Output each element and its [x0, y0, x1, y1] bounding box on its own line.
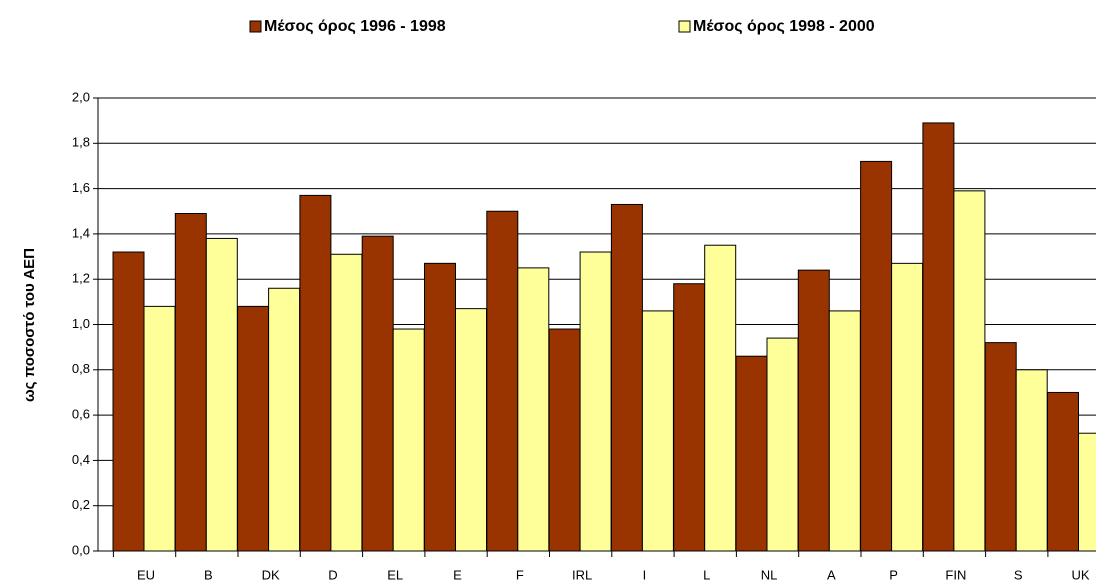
x-tick-label: DK — [262, 567, 280, 582]
y-axis-title: ως ποσοστό του ΑΕΠ — [21, 248, 38, 402]
bar — [1047, 391, 1079, 552]
x-tick-label: P — [889, 567, 898, 582]
legend-text: Μέσος όρος 1996 - 1998 — [264, 18, 446, 35]
bar — [673, 283, 706, 552]
y-tick-label: 2,0 — [72, 89, 90, 104]
y-tick-label: 0,6 — [72, 407, 90, 422]
bar — [299, 194, 332, 552]
bar — [579, 251, 612, 552]
x-tick-label: D — [328, 567, 337, 582]
bar — [984, 342, 1017, 552]
x-tick-label: FIN — [945, 567, 966, 582]
bar — [112, 251, 145, 552]
bar — [641, 310, 674, 552]
bar — [1015, 369, 1048, 552]
bar — [455, 308, 487, 552]
bar — [174, 213, 207, 552]
bar — [766, 337, 799, 552]
y-tick-label: 0,4 — [72, 452, 90, 467]
bar — [517, 267, 550, 552]
y-tick-label: 1,4 — [72, 225, 90, 240]
y-tick-label: 1,0 — [72, 316, 90, 331]
bar — [330, 253, 363, 552]
bar — [922, 122, 955, 552]
x-tick-label: UK — [1071, 567, 1089, 582]
legend-swatch — [249, 20, 262, 33]
y-tick-label: 1,6 — [72, 180, 90, 195]
legend-text: Μέσος όρος 1998 - 2000 — [693, 18, 875, 35]
bar — [860, 160, 893, 552]
x-tick-label: S — [1014, 567, 1023, 582]
bar — [392, 328, 425, 552]
y-tick-label: 1,8 — [72, 135, 90, 150]
x-tick-label: B — [204, 567, 213, 582]
y-tick-label: 0,2 — [72, 497, 90, 512]
x-tick-label: F — [516, 567, 524, 582]
bar — [237, 305, 270, 552]
y-tick-label: 0,8 — [72, 361, 90, 376]
x-tick-label: NL — [761, 567, 778, 582]
bar — [610, 203, 643, 552]
x-tick-label: E — [453, 567, 462, 582]
bar — [205, 237, 238, 552]
bar — [704, 244, 737, 552]
bar — [486, 210, 519, 552]
bar — [828, 310, 861, 552]
bar — [735, 355, 768, 552]
x-tick-label: EL — [387, 567, 403, 582]
bar — [953, 190, 986, 552]
bar — [891, 262, 924, 552]
bar — [143, 305, 176, 552]
x-tick-label: I — [643, 567, 647, 582]
legend-swatch — [678, 20, 691, 33]
bar — [797, 269, 830, 552]
bar — [548, 328, 581, 552]
x-tick-label: L — [703, 567, 710, 582]
bar — [361, 235, 394, 552]
x-tick-label: A — [827, 567, 836, 582]
bar — [424, 262, 456, 552]
bar — [1078, 432, 1096, 552]
y-tick-label: 1,2 — [72, 271, 90, 286]
x-tick-label: IRL — [572, 567, 592, 582]
x-tick-label: EU — [137, 567, 155, 582]
bar — [268, 287, 301, 552]
y-tick-label: 0,0 — [72, 542, 90, 557]
